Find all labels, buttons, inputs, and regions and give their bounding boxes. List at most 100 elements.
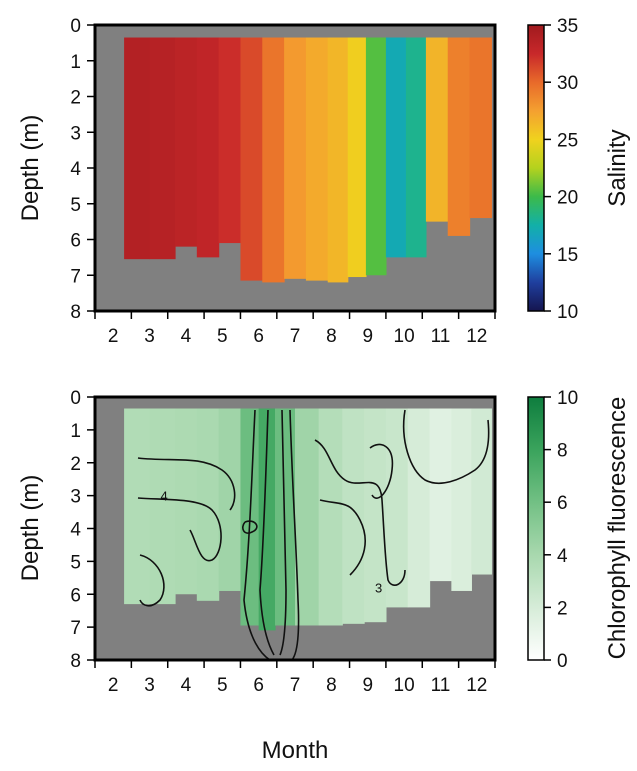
contour-line: [259, 409, 275, 656]
salinity-y-ticks: 0 1 2 3 4 5 6 7 8: [70, 16, 95, 323]
colorbar-tick-label: 10: [557, 388, 578, 409]
x-tick-label: 3: [144, 326, 155, 347]
data-cell: [149, 37, 176, 260]
contour-line: [369, 443, 394, 499]
x-tick-label: 5: [217, 326, 228, 347]
data-cell: [240, 37, 263, 281]
y-tick-label: 8: [70, 302, 81, 323]
y-tick-label: 0: [70, 16, 81, 37]
contour-label: 3: [375, 581, 382, 596]
contour-line: [243, 409, 271, 661]
x-tick-label: 11: [431, 326, 451, 347]
salinity-colorbar-label: Salinity: [604, 129, 631, 206]
chlorophyll-colorbar: [527, 396, 545, 661]
y-tick-label: 8: [70, 651, 81, 672]
y-tick-label: 1: [70, 52, 81, 73]
data-cell: [347, 37, 367, 278]
data-cell: [365, 37, 387, 276]
x-tick-label: 10: [394, 675, 415, 696]
data-cell: [342, 408, 365, 624]
data-cell: [295, 408, 320, 626]
colorbar-tick-label: 2: [557, 598, 568, 619]
y-tick-label: 5: [70, 552, 81, 573]
data-cell: [305, 37, 329, 281]
data-cell: [429, 408, 452, 582]
data-cell: [258, 408, 276, 631]
x-tick-label: 8: [326, 675, 337, 696]
data-cell: [425, 37, 449, 222]
data-cell: [124, 408, 151, 605]
colorbar-tick-label: 6: [557, 493, 568, 514]
contour-line: [279, 409, 287, 656]
data-cell: [218, 37, 242, 244]
data-cell: [447, 37, 471, 236]
data-cell: [275, 408, 296, 626]
data-cell: [407, 408, 431, 608]
data-cell: [262, 37, 285, 283]
contour-line: [402, 409, 490, 485]
chlorophyll-cells: [124, 408, 492, 631]
data-cell: [318, 408, 343, 626]
data-cell: [196, 37, 220, 258]
x-tick-label: 8: [326, 326, 337, 347]
data-cell: [451, 408, 472, 591]
x-tick-label: 6: [253, 326, 264, 347]
x-tick-label: 10: [394, 326, 415, 347]
contour-line: [242, 520, 258, 534]
data-cell: [385, 37, 407, 258]
contour-line: [289, 409, 300, 661]
colorbar-tick-label: 20: [557, 188, 578, 209]
colorbar-tick-label: 15: [557, 245, 578, 266]
chlorophyll-contours: [137, 409, 490, 661]
data-cell: [196, 408, 220, 601]
y-tick-label: 7: [70, 266, 81, 287]
x-tick-label: 4: [181, 326, 192, 347]
salinity-cells: [124, 37, 492, 283]
x-tick-label: 6: [253, 675, 264, 696]
y-tick-label: 0: [70, 388, 81, 409]
chlorophyll-colorbar-ticks: 0 2 4 6 8 10: [544, 388, 578, 672]
y-tick-label: 2: [70, 454, 81, 475]
chlorophyll-y-axis-label: Depth (m): [17, 475, 44, 582]
data-cell: [327, 37, 349, 283]
data-cell: [124, 37, 151, 260]
x-tick-label: 9: [362, 675, 373, 696]
salinity-y-axis-label: Depth (m): [17, 115, 44, 222]
data-cell: [405, 37, 427, 258]
salinity-colorbar: [527, 24, 545, 312]
x-tick-label: 4: [181, 675, 192, 696]
data-cell: [284, 37, 307, 279]
contour-line: [139, 554, 165, 607]
salinity-colorbar-ticks: 10 15 20 25 30 35: [544, 16, 578, 323]
y-tick-label: 3: [70, 123, 81, 144]
y-tick-label: 3: [70, 487, 81, 508]
chlorophyll-contour-labels: 4 3: [160, 489, 382, 596]
data-cell: [469, 37, 492, 219]
x-tick-label: 7: [290, 675, 301, 696]
chlorophyll-colorbar-label: Chlorophyll fluorescence: [604, 397, 631, 660]
data-cell: [218, 408, 242, 591]
x-tick-label: 2: [108, 326, 119, 347]
x-tick-label: 12: [466, 326, 487, 347]
contour-line: [319, 499, 366, 576]
colorbar-tick-label: 30: [557, 73, 578, 94]
x-tick-label: 9: [362, 326, 373, 347]
colorbar-tick-label: 4: [557, 546, 568, 567]
month-axis-label: Month: [262, 737, 329, 764]
contour-line: [137, 497, 222, 562]
colorbar-tick-label: 8: [557, 441, 568, 462]
x-tick-label: 2: [108, 675, 119, 696]
chlorophyll-y-ticks: 0 1 2 3 4 5 6 7 8: [70, 388, 95, 672]
y-tick-label: 2: [70, 88, 81, 109]
colorbar-tick-label: 10: [557, 302, 578, 323]
x-tick-label: 3: [144, 675, 155, 696]
contour-label: 4: [160, 489, 167, 504]
colorbar-tick-label: 25: [557, 130, 578, 151]
colorbar-tick-label: 35: [557, 16, 578, 37]
x-tick-label: 12: [466, 675, 487, 696]
y-tick-label: 5: [70, 195, 81, 216]
data-cell: [364, 408, 387, 623]
colorbar-tick-label: 0: [557, 651, 568, 672]
